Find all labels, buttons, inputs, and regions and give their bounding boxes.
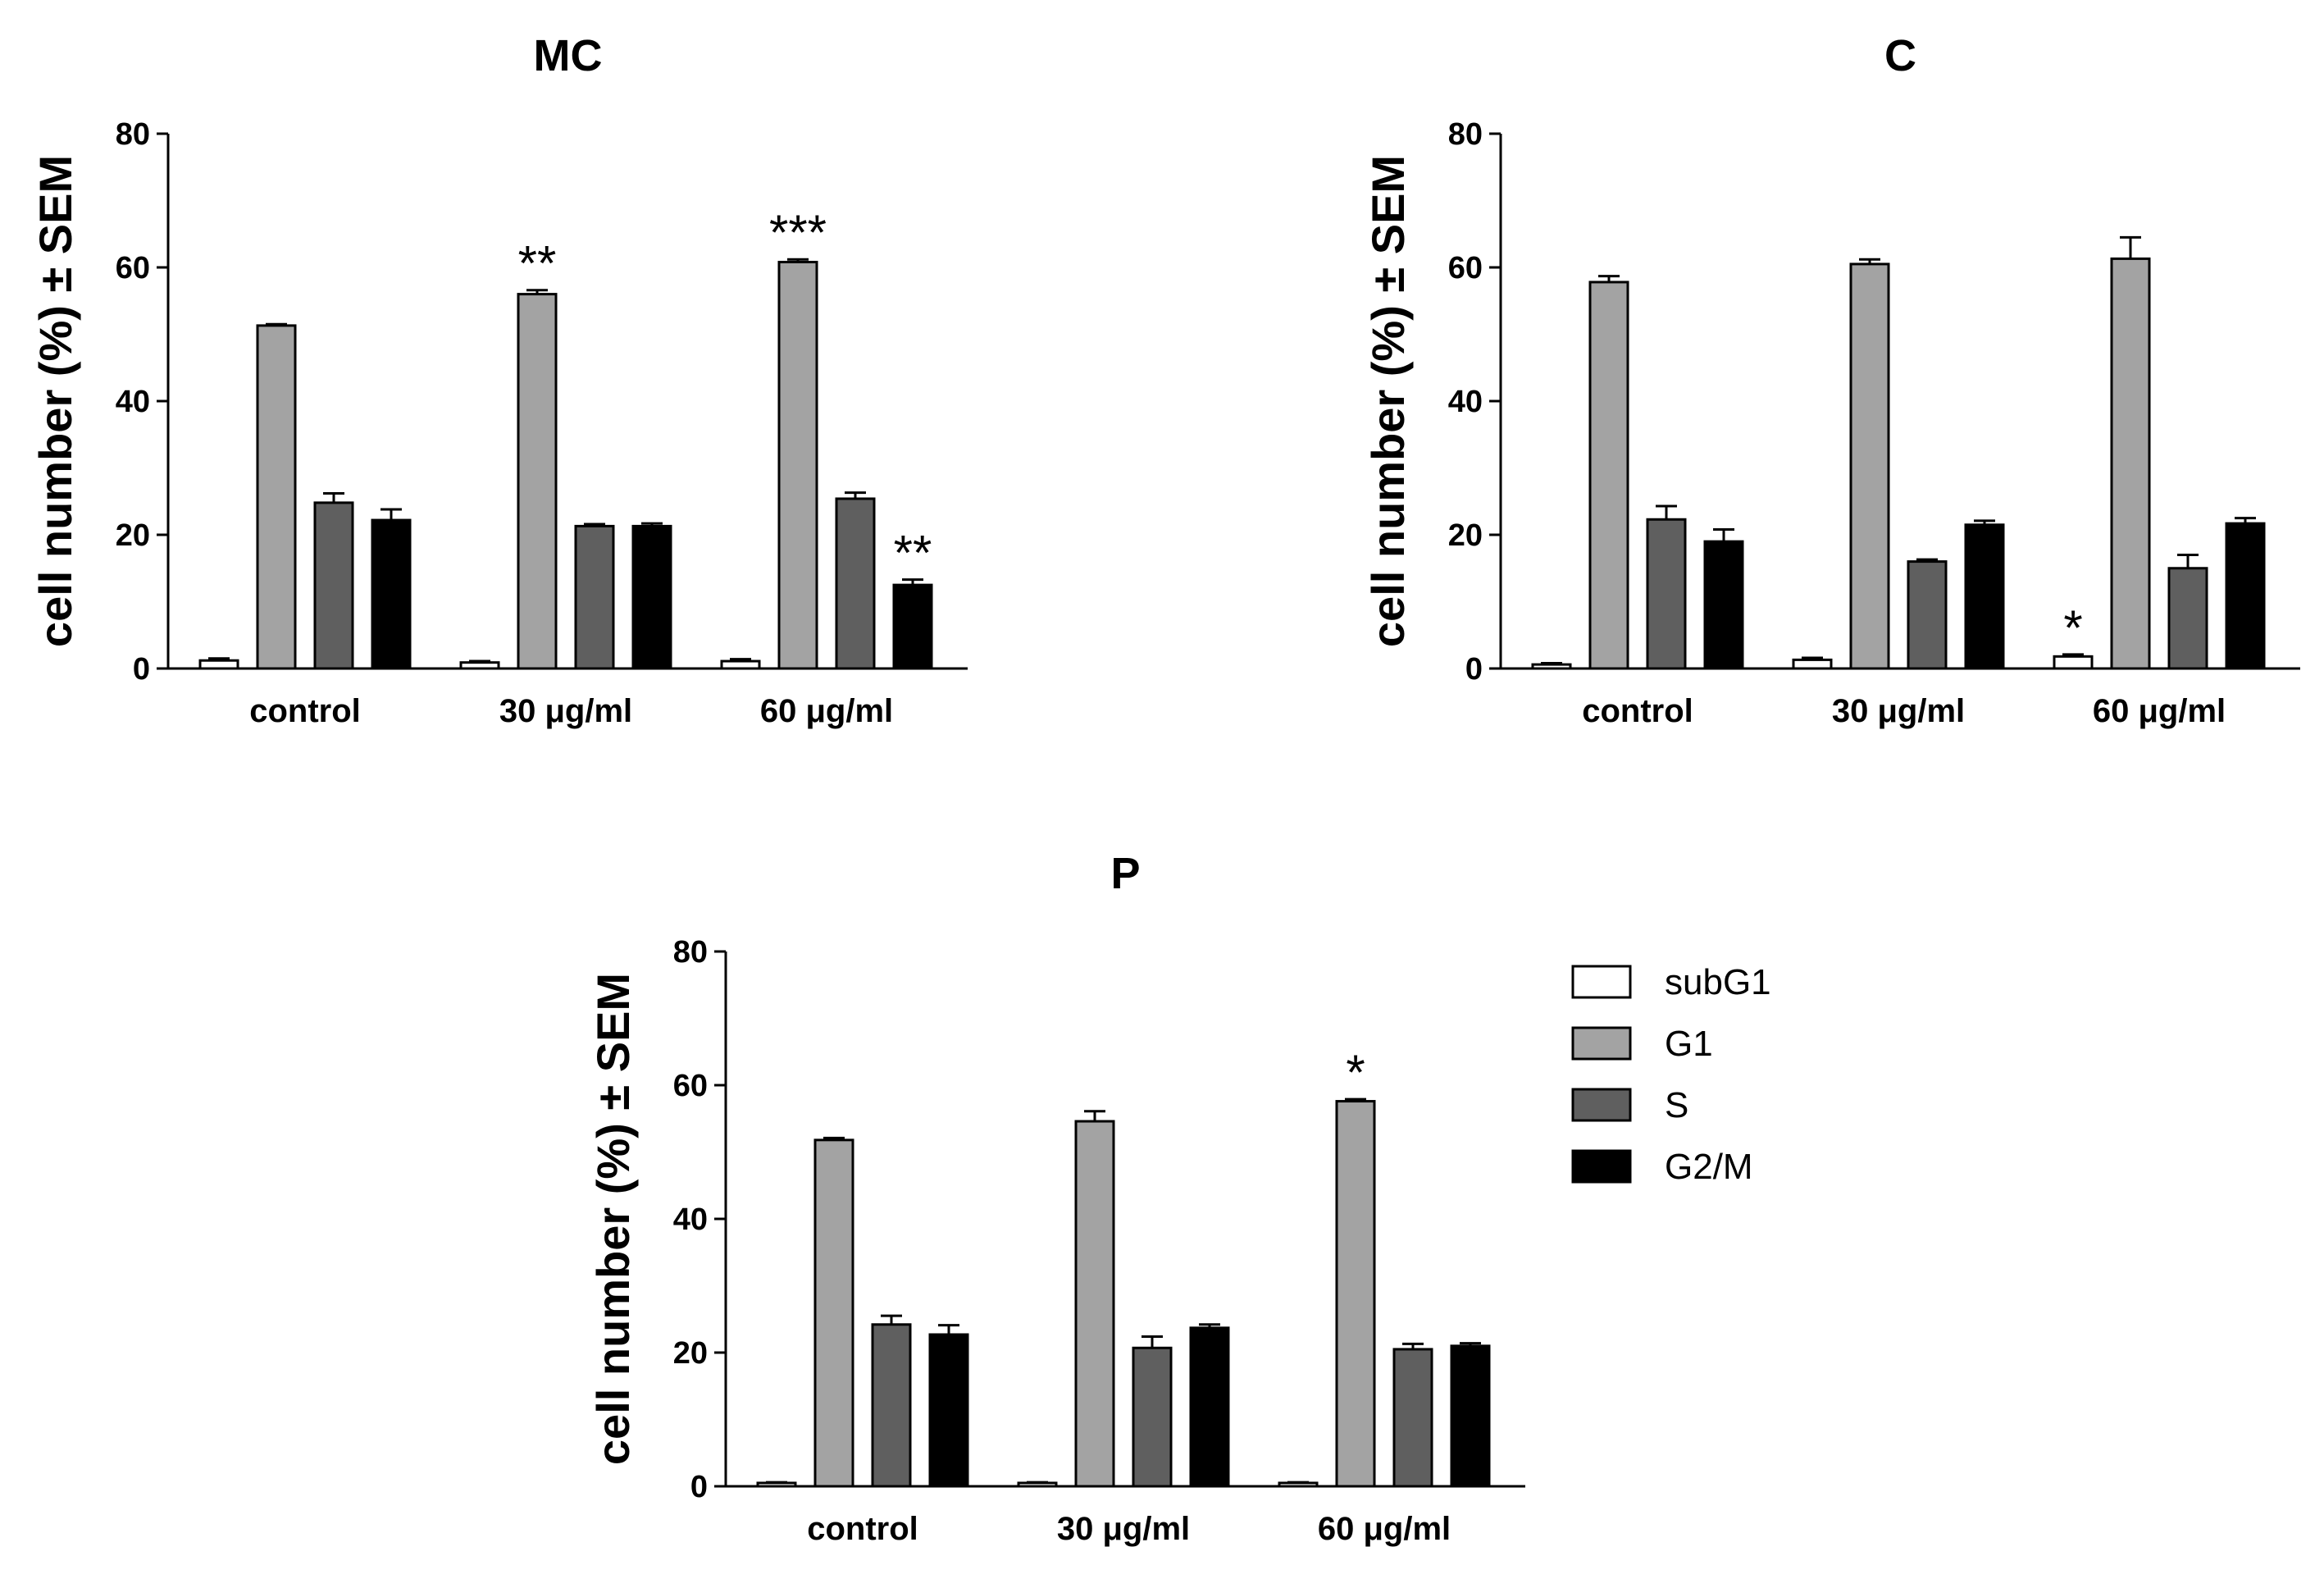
bar-subg1-control [198, 659, 239, 670]
legend-label: G2/M [1665, 1147, 1753, 1187]
y-tick-label: 20 [673, 1336, 708, 1371]
bar-g1-30-g-ml [1849, 262, 1890, 670]
legend-item-s: S [1571, 1085, 1688, 1125]
legend-swatch [1571, 965, 1632, 999]
bar-g2-m-control [371, 518, 412, 670]
bar-subg1-30-g-ml [1017, 1481, 1058, 1488]
y-tick-label: 20 [116, 518, 150, 553]
x-category-label: 30 μg/ml [1057, 1511, 1190, 1547]
y-tick-label: 0 [133, 652, 150, 687]
y-tick-label: 40 [116, 385, 150, 419]
bar-subg1-60-g-ml [1278, 1481, 1319, 1488]
x-category-label: 60 μg/ml [2093, 693, 2226, 729]
y-tick-label: 40 [673, 1202, 708, 1237]
y-tick-label: 60 [673, 1069, 708, 1103]
bar-subg1-30-g-ml [1792, 658, 1833, 670]
y-tick-label: 40 [1448, 385, 1483, 419]
x-category-label: control [249, 693, 361, 729]
y-axis-label: cell number (%) ± SEM [30, 155, 81, 647]
chart-title: MC [534, 31, 603, 80]
bar-g1-60-g-ml [2110, 257, 2151, 670]
bar-s-control [313, 501, 354, 670]
bar-g1-control [256, 324, 297, 670]
significance-marker: ** [894, 526, 932, 581]
bar-g2-m-control [1703, 540, 1744, 670]
legend-label: subG1 [1665, 962, 1771, 1002]
bar-g1-control [813, 1139, 854, 1488]
bar-s-60-g-ml [835, 497, 876, 670]
bar-g2-m-30-g-ml [1964, 523, 2005, 670]
bar-g2-m-30-g-ml [1189, 1326, 1230, 1488]
y-tick-label: 80 [1448, 117, 1483, 152]
y-tick-label: 80 [116, 117, 150, 152]
bar-s-30-g-ml [1132, 1346, 1173, 1488]
bar-s-60-g-ml [1392, 1348, 1433, 1488]
x-category-label: control [807, 1511, 918, 1547]
significance-marker: ** [518, 236, 557, 291]
x-category-label: 60 μg/ml [1318, 1511, 1451, 1547]
significance-marker: * [2063, 600, 2082, 655]
y-axis-label: cell number (%) ± SEM [1362, 155, 1414, 647]
legend-item-g2-m: G2/M [1571, 1147, 1753, 1187]
bar-s-control [871, 1323, 912, 1488]
y-tick-label: 0 [1465, 652, 1483, 687]
bar-g2-m-60-g-ml [2225, 522, 2266, 670]
bar-g1-60-g-ml [1335, 1100, 1376, 1488]
bar-subg1-60-g-ml [2053, 655, 2094, 670]
x-category-label: 30 μg/ml [499, 693, 632, 729]
bar-subg1-60-g-ml [720, 659, 761, 670]
legend: subG1 G1 S G2/M [1571, 962, 1771, 1187]
x-category-label: control [1582, 693, 1693, 729]
bar-g1-30-g-ml [517, 293, 558, 670]
bar-s-60-g-ml [2167, 567, 2208, 670]
legend-swatch [1571, 1026, 1632, 1061]
bar-subg1-control [1531, 663, 1572, 670]
significance-marker: * [1346, 1045, 1365, 1100]
bar-s-30-g-ml [1907, 560, 1948, 670]
bar-g1-30-g-ml [1074, 1120, 1115, 1488]
legend-item-g1: G1 [1571, 1024, 1713, 1064]
bar-g1-control [1588, 281, 1629, 670]
bar-subg1-30-g-ml [459, 661, 500, 670]
bar-g2-m-30-g-ml [631, 524, 672, 670]
y-tick-label: 60 [1448, 251, 1483, 285]
legend-swatch [1571, 1088, 1632, 1122]
bar-g2-m-60-g-ml [892, 583, 933, 670]
bar-g1-60-g-ml [777, 260, 818, 670]
y-tick-label: 0 [690, 1470, 708, 1504]
x-category-label: 60 μg/ml [760, 693, 893, 729]
legend-label: S [1665, 1085, 1688, 1125]
bar-g2-m-control [928, 1333, 969, 1488]
chart-title: P [1110, 849, 1140, 898]
bar-s-30-g-ml [574, 524, 615, 670]
legend-swatch [1571, 1149, 1632, 1184]
x-category-label: 30 μg/ml [1832, 693, 1965, 729]
legend-label: G1 [1665, 1024, 1713, 1064]
legend-item-subg1: subG1 [1571, 962, 1771, 1002]
y-tick-label: 60 [116, 251, 150, 285]
y-axis-label: cell number (%) ± SEM [587, 973, 639, 1465]
chart-title: C [1884, 31, 1916, 80]
chart-mc: MC cell number (%) ± SEM 0 20 40 60 80 control 3… [30, 31, 968, 729]
y-tick-label: 80 [673, 935, 708, 970]
bar-subg1-control [756, 1481, 797, 1488]
significance-marker: *** [769, 205, 827, 260]
bar-s-control [1646, 518, 1687, 670]
bar-g2-m-60-g-ml [1450, 1344, 1491, 1488]
y-tick-label: 20 [1448, 518, 1483, 553]
